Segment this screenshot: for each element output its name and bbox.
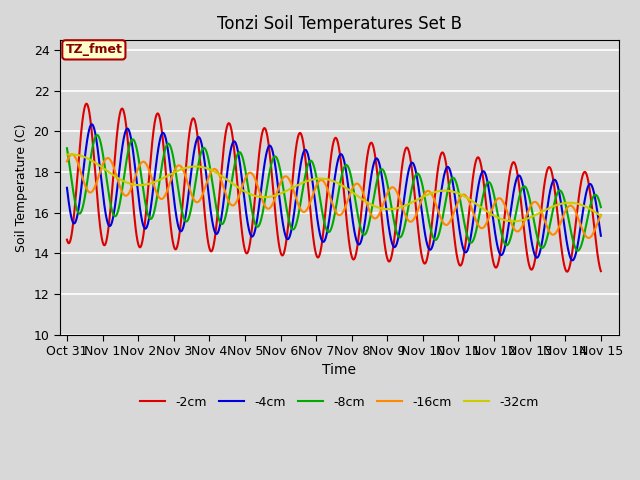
-32cm: [268, 193, 276, 199]
-4cm: [529, 246, 537, 252]
-32cm: [529, 213, 537, 219]
-4cm: [597, 233, 605, 239]
-8cm: [93, 132, 101, 138]
Legend: -2cm, -4cm, -8cm, -16cm, -32cm: -2cm, -4cm, -8cm, -16cm, -32cm: [135, 391, 543, 414]
-32cm: [509, 218, 517, 224]
-8cm: [156, 177, 164, 182]
-8cm: [63, 145, 71, 151]
-2cm: [63, 237, 71, 242]
-2cm: [291, 153, 299, 158]
-8cm: [291, 225, 299, 230]
-16cm: [585, 235, 593, 241]
-16cm: [156, 195, 164, 201]
X-axis label: Time: Time: [323, 363, 356, 377]
-2cm: [587, 194, 595, 200]
-32cm: [587, 206, 595, 212]
-4cm: [587, 181, 595, 187]
-4cm: [568, 257, 576, 263]
-4cm: [124, 126, 132, 132]
-2cm: [563, 269, 571, 275]
-4cm: [156, 138, 164, 144]
Line: -4cm: -4cm: [67, 124, 601, 260]
-32cm: [156, 177, 164, 183]
-8cm: [597, 204, 605, 210]
-4cm: [88, 121, 96, 127]
-8cm: [529, 213, 537, 219]
-2cm: [268, 172, 276, 178]
-32cm: [291, 183, 299, 189]
-32cm: [67, 152, 75, 157]
-16cm: [63, 158, 71, 164]
-16cm: [587, 234, 595, 240]
-2cm: [597, 268, 605, 274]
-2cm: [83, 101, 90, 107]
-16cm: [68, 152, 76, 157]
Y-axis label: Soil Temperature (C): Soil Temperature (C): [15, 123, 28, 252]
Line: -2cm: -2cm: [67, 104, 601, 272]
-4cm: [291, 204, 299, 209]
-8cm: [574, 248, 582, 253]
-32cm: [597, 213, 605, 219]
-2cm: [156, 115, 164, 120]
Title: Tonzi Soil Temperatures Set B: Tonzi Soil Temperatures Set B: [217, 15, 461, 33]
-16cm: [597, 212, 605, 218]
Line: -16cm: -16cm: [67, 155, 601, 238]
-8cm: [587, 201, 595, 207]
-16cm: [124, 192, 132, 197]
Text: TZ_fmet: TZ_fmet: [65, 43, 122, 56]
-8cm: [124, 149, 132, 155]
-4cm: [268, 146, 276, 152]
-16cm: [291, 192, 299, 198]
-4cm: [63, 185, 71, 191]
-16cm: [268, 203, 276, 208]
-16cm: [529, 200, 537, 205]
Line: -8cm: -8cm: [67, 135, 601, 251]
-32cm: [63, 152, 71, 157]
-8cm: [268, 159, 276, 165]
-32cm: [124, 180, 132, 186]
Line: -32cm: -32cm: [67, 155, 601, 221]
-2cm: [124, 141, 132, 146]
-2cm: [529, 265, 537, 271]
